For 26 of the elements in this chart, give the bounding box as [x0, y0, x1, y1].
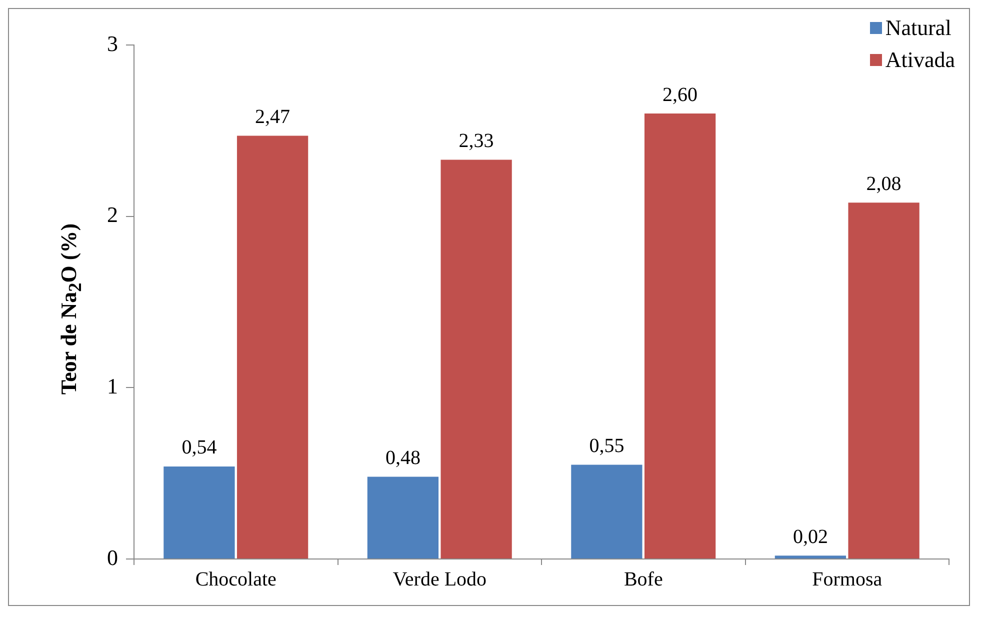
- y-tick-label: 1: [107, 373, 118, 398]
- x-tick-label: Verde Lodo: [392, 568, 487, 590]
- data-label: 2,47: [255, 106, 290, 128]
- bar: [848, 202, 920, 558]
- data-label: 0,48: [385, 447, 420, 470]
- data-label: 2,33: [458, 130, 494, 152]
- bar: [164, 466, 235, 558]
- bar: [440, 160, 512, 558]
- data-label: 0,55: [589, 435, 624, 458]
- bar: [236, 136, 308, 558]
- data-label: 2,60: [662, 84, 698, 106]
- bar: [367, 476, 439, 558]
- legend-label: Ativada: [885, 47, 955, 73]
- y-tick-label: 3: [107, 30, 118, 56]
- bar: [571, 464, 642, 558]
- x-tick-label: Formosa: [812, 568, 882, 590]
- bar: [774, 556, 846, 558]
- data-label: 0,54: [182, 436, 217, 459]
- y-tick-label: 2: [107, 202, 118, 228]
- bar: [644, 114, 716, 558]
- legend-label: Natural: [885, 15, 952, 41]
- x-tick-label: Chocolate: [195, 568, 277, 590]
- data-label: 0,02: [792, 526, 828, 548]
- data-label: 2,08: [866, 172, 902, 195]
- x-tick-label: Bofe: [624, 568, 663, 590]
- y-tick-label: 0: [107, 544, 118, 570]
